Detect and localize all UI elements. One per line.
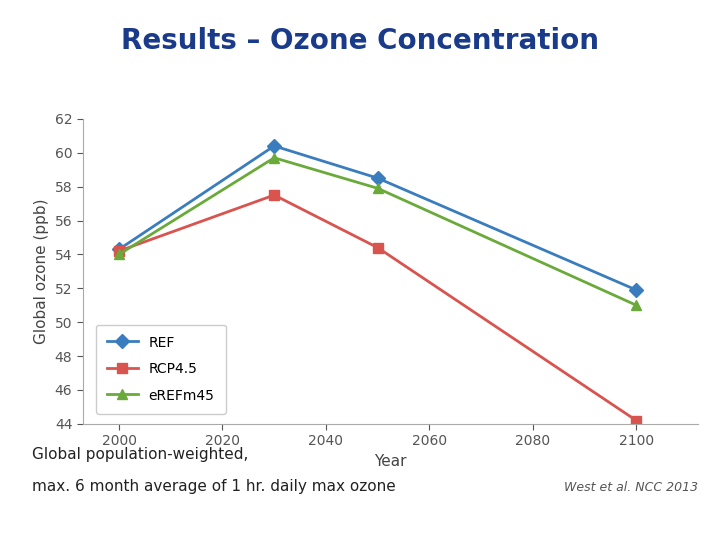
Line: RCP4.5: RCP4.5 — [114, 190, 642, 426]
eREFm45 — [374, 185, 382, 192]
Line: REF: REF — [114, 141, 642, 295]
RCP4.5 — [270, 192, 279, 198]
REF — [270, 143, 279, 149]
eREFm45 — [632, 302, 641, 308]
REF — [114, 246, 123, 253]
RCP4.5 — [114, 248, 123, 254]
eREFm45 — [114, 251, 123, 258]
Y-axis label: Global ozone (ppb): Global ozone (ppb) — [35, 199, 49, 344]
X-axis label: Year: Year — [374, 454, 407, 469]
REF — [374, 175, 382, 181]
Text: max. 6 month average of 1 hr. daily max ozone: max. 6 month average of 1 hr. daily max … — [32, 479, 396, 494]
RCP4.5 — [374, 245, 382, 251]
Line: eREFm45: eREFm45 — [114, 153, 642, 310]
Text: West et al. NCC 2013: West et al. NCC 2013 — [564, 481, 698, 494]
Text: Results – Ozone Concentration: Results – Ozone Concentration — [121, 26, 599, 55]
eREFm45 — [270, 154, 279, 161]
Legend: REF, RCP4.5, eREFm45: REF, RCP4.5, eREFm45 — [96, 325, 225, 414]
REF — [632, 287, 641, 293]
RCP4.5 — [632, 417, 641, 424]
Text: Global population-weighted,: Global population-weighted, — [32, 447, 249, 462]
